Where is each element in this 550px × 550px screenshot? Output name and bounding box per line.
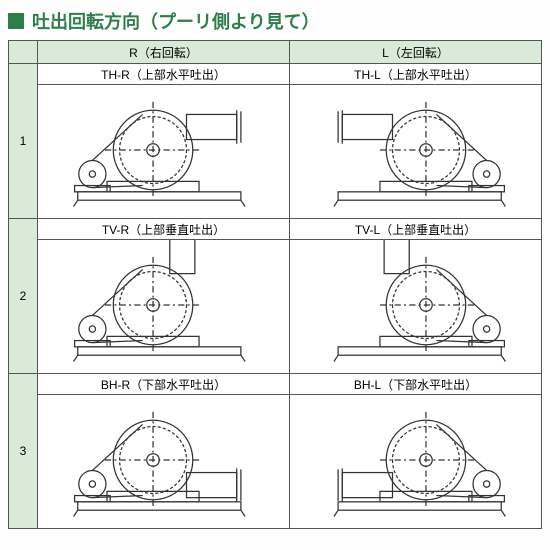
diagram-right xyxy=(290,395,542,529)
label-right: BH-L（下部水平吐出） xyxy=(290,374,542,395)
diagram-left xyxy=(38,395,290,529)
label-right: TV-L（上部垂直吐出） xyxy=(290,219,542,240)
header-l: L（左回転） xyxy=(290,41,542,64)
row-number: 3 xyxy=(9,374,38,529)
header-row: R（右回転） L（左回転） xyxy=(9,41,542,64)
title-text: 吐出回転方向（プーリ側より見て） xyxy=(32,8,320,34)
title-bar: 吐出回転方向（プーリ側より見て） xyxy=(8,8,542,34)
label-left: BH-R（下部水平吐出） xyxy=(38,374,290,395)
label-right: TH-L（上部水平吐出） xyxy=(290,64,542,85)
diagram-right xyxy=(290,240,542,374)
title-marker xyxy=(8,13,24,29)
rotation-table: R（右回転） L（左回転） 1 TH-R（上部水平吐出） TH-L（上部水平吐出… xyxy=(8,40,542,529)
row-number: 2 xyxy=(9,219,38,374)
header-blank xyxy=(9,41,38,64)
row-number: 1 xyxy=(9,64,38,219)
diagram-right xyxy=(290,85,542,219)
label-left: TH-R（上部水平吐出） xyxy=(38,64,290,85)
header-r: R（右回転） xyxy=(38,41,290,64)
label-left: TV-R（上部垂直吐出） xyxy=(38,219,290,240)
diagram-left xyxy=(38,240,290,374)
diagram-left xyxy=(38,85,290,219)
